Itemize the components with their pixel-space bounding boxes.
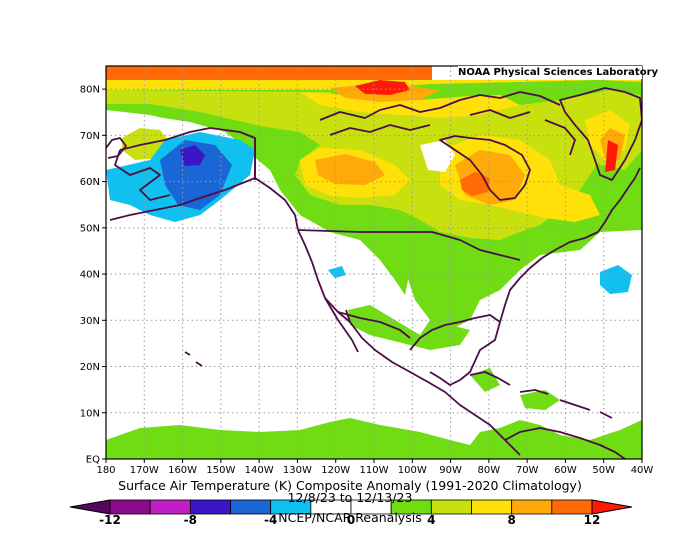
lat-label: 80N	[80, 85, 100, 96]
anomaly-darkorange-hudson	[460, 172, 490, 196]
lon-label: 80W	[478, 465, 501, 476]
lat-label: 30N	[80, 316, 100, 327]
lon-label: 180	[96, 465, 115, 476]
lon-label: 100W	[398, 465, 427, 476]
coastlines	[106, 87, 642, 459]
border-us-canada	[297, 229, 521, 261]
coast-hawaii	[184, 351, 203, 367]
coast-alaska	[109, 177, 299, 231]
coast-alaska-west	[114, 149, 171, 201]
coast-hudson-bay	[439, 135, 531, 201]
coast-alaska-north	[119, 127, 256, 178]
lon-label: 150W	[206, 465, 235, 476]
coast-caribbean	[469, 371, 613, 419]
lon-label: 60W	[554, 465, 577, 476]
lat-label: 20N	[80, 362, 100, 373]
coast-canada-east	[597, 167, 641, 233]
lon-label: 70W	[516, 465, 539, 476]
anomaly-blue-alaska	[160, 140, 232, 210]
lon-label: 110W	[360, 465, 389, 476]
colorbar-over-arrow	[591, 499, 633, 515]
lat-label: 60N	[80, 177, 100, 188]
lon-label: 140W	[245, 465, 274, 476]
coast-pacific-us	[297, 229, 521, 456]
colorbar-tick-label: 8	[507, 513, 516, 527]
colorbar-tick-label: 12	[583, 513, 601, 527]
colorbar	[69, 499, 633, 515]
coast-greenland	[559, 87, 642, 181]
anomaly-white-hudson-patch	[420, 140, 455, 172]
lat-label: 50N	[80, 223, 100, 234]
anomaly-band-orange-top	[106, 66, 432, 80]
anomaly-green-caribbean	[470, 368, 560, 410]
anomaly-red-greenland	[605, 140, 618, 172]
date-range: 12/8/23 to 12/13/23	[287, 490, 413, 505]
colorbar-tick-label: -12	[99, 513, 121, 527]
anomaly-red-north	[355, 80, 410, 95]
colorbar-tick-label: -4	[263, 513, 278, 527]
map-title: Surface Air Temperature (K) Composite An…	[118, 478, 582, 493]
coast-baja	[324, 297, 359, 353]
coast-russia	[106, 137, 127, 159]
anomaly-cyan-atlantic	[600, 265, 632, 294]
lon-label: 40W	[631, 465, 654, 476]
lat-label: 70N	[80, 131, 100, 142]
lon-label: 120W	[321, 465, 350, 476]
lat-label: EQ	[86, 455, 100, 466]
coast-arctic-islands	[319, 91, 576, 156]
graticule	[106, 66, 642, 459]
colorbar-tick-label: -8	[183, 513, 197, 527]
lat-label: 40N	[80, 270, 100, 281]
colorbar-tick-label: 4	[427, 513, 436, 527]
border-us-mexico	[337, 311, 411, 339]
lon-label: 90W	[439, 465, 462, 476]
anomaly-green-mexico	[348, 305, 470, 350]
colorbar-tick-label: 0	[346, 513, 356, 527]
data-source: NCEP/NCAR Reanalysis	[278, 510, 422, 525]
credit-label: NOAA Physical Sciences Laboratory	[458, 66, 659, 79]
lon-label: 160W	[168, 465, 197, 476]
anomaly-green-west	[300, 215, 410, 295]
anomaly-cyan-pacific	[328, 266, 346, 278]
anomaly-indigo-alaska	[180, 145, 205, 166]
anomaly-field	[106, 66, 642, 459]
lat-label: 10N	[80, 408, 100, 419]
lon-label: 130W	[283, 465, 312, 476]
anomaly-orange-canada	[315, 154, 385, 185]
lon-label: 170W	[130, 465, 159, 476]
coast-south-america	[504, 427, 626, 459]
lon-label: 50W	[592, 465, 615, 476]
coast-atlantic-us	[499, 231, 599, 323]
anomaly-green-tropics	[106, 418, 642, 459]
